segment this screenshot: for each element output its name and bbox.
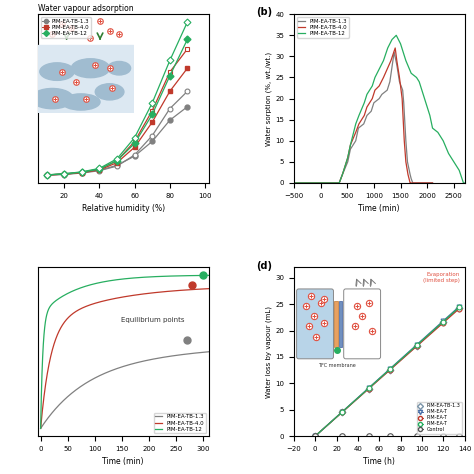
Y-axis label: Water loss by vapour (mL): Water loss by vapour (mL) (266, 306, 273, 398)
Legend: PIM-EA-TB-1.3, PIM-EA-TB-4.0, PIM-EA-TB-12: PIM-EA-TB-1.3, PIM-EA-TB-4.0, PIM-EA-TB-… (154, 413, 206, 433)
Text: Equilibrium points: Equilibrium points (121, 317, 184, 323)
Text: Water vapour adsorption: Water vapour adsorption (38, 4, 134, 13)
Legend: PIM-EA-TB-1.3, PIM-EA-TB-4.0, PIM-EA-TB-12: PIM-EA-TB-1.3, PIM-EA-TB-4.0, PIM-EA-TB-… (297, 17, 349, 37)
Text: (b): (b) (256, 8, 273, 18)
Legend: PIM-EA-TB-1.3, PIM-EA-TB-4.0, PIM-EA-TB-12: PIM-EA-TB-1.3, PIM-EA-TB-4.0, PIM-EA-TB-… (41, 17, 91, 37)
X-axis label: Time (h): Time (h) (363, 457, 395, 466)
Text: Evaporation
(limited step): Evaporation (limited step) (422, 273, 459, 283)
X-axis label: Time (min): Time (min) (102, 457, 144, 466)
Y-axis label: Water sorption (%, wt./wt.): Water sorption (%, wt./wt.) (266, 52, 273, 146)
X-axis label: Relative humidity (%): Relative humidity (%) (82, 204, 165, 213)
Text: (d): (d) (256, 261, 273, 271)
Legend: PIM-EA-TB-1.3, PIM-EA-T, PIM-EA-T, PIM-EA-T, Control: PIM-EA-TB-1.3, PIM-EA-T, PIM-EA-T, PIM-E… (417, 402, 462, 434)
X-axis label: Time (min): Time (min) (358, 204, 400, 213)
